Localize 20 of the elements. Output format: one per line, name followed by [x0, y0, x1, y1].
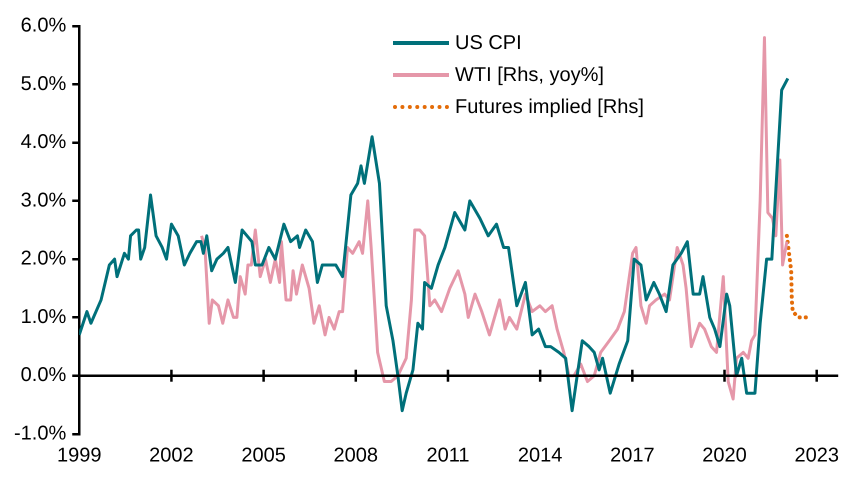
y-tick-label: 0.0% [20, 364, 66, 386]
x-tick-label: 2011 [426, 444, 470, 467]
x-tick-label: 2017 [610, 444, 655, 467]
x-tick-label: 2005 [241, 444, 286, 467]
y-tick-label: 5.0% [20, 72, 66, 95]
x-tick-label: 2014 [518, 444, 562, 467]
x-tick-label: 2023 [794, 444, 839, 467]
y-tick-label: 6.0% [20, 14, 66, 37]
y-tick-label: 2.0% [20, 248, 66, 270]
legend-label: Futures implied [Rhs] [455, 95, 644, 120]
y-tick-label: -1.0% [14, 422, 66, 445]
x-tick-label: 1999 [56, 444, 102, 467]
legend-label: US CPI [455, 31, 522, 56]
x-tick-label: 2002 [149, 444, 194, 467]
x-tick-label: 2020 [702, 444, 747, 467]
x-tick-label: 2008 [334, 444, 378, 467]
y-tick-label: 1.0% [20, 306, 66, 328]
legend-label: WTI [Rhs, yoy%] [455, 63, 604, 88]
y-tick-label: 4.0% [20, 131, 66, 154]
y-tick-label: 3.0% [20, 189, 66, 212]
